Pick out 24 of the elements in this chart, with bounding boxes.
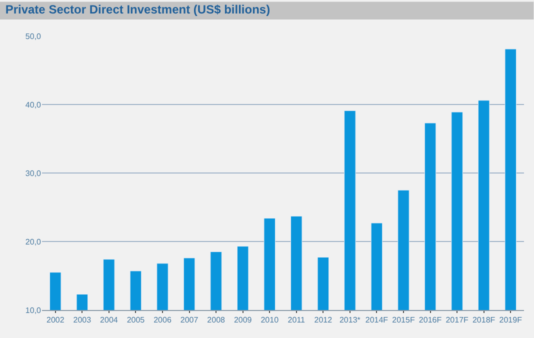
x-tick-label: 2013* bbox=[339, 316, 360, 325]
chart-title: Private Sector Direct Investment (US$ billions) bbox=[5, 2, 270, 16]
x-tick-label: 2004 bbox=[100, 316, 118, 325]
x-tick-label: 2012 bbox=[314, 316, 333, 325]
y-tick-label: 40,0 bbox=[25, 100, 42, 110]
y-tick-label: 30,0 bbox=[25, 168, 42, 178]
x-tick-label: 2014F bbox=[365, 316, 388, 325]
x-tick-label: 2019F bbox=[499, 316, 522, 325]
x-tick-label: 2008 bbox=[207, 316, 226, 325]
x-tick-label: 2007 bbox=[180, 316, 199, 325]
x-tick-label: 2009 bbox=[234, 316, 252, 325]
x-tick-label: 2018F bbox=[472, 316, 496, 325]
y-tick-label: 10,0 bbox=[25, 306, 42, 315]
x-tick-label: 2010 bbox=[260, 316, 280, 325]
x-tick-label: 2011 bbox=[288, 316, 306, 325]
x-tick-label: 2005 bbox=[126, 316, 146, 325]
y-tick-label: 20,0 bbox=[25, 237, 42, 246]
x-tick-label: 2002 bbox=[46, 316, 65, 325]
x-tick-label: 2003 bbox=[73, 316, 92, 325]
x-tick-label: 2006 bbox=[154, 316, 172, 325]
x-tick-label: 2017F bbox=[446, 316, 469, 325]
y-tick-label: 50,0 bbox=[25, 32, 42, 41]
x-tick-label: 2016F bbox=[418, 316, 442, 325]
x-tick-label: 2015F bbox=[392, 316, 415, 325]
